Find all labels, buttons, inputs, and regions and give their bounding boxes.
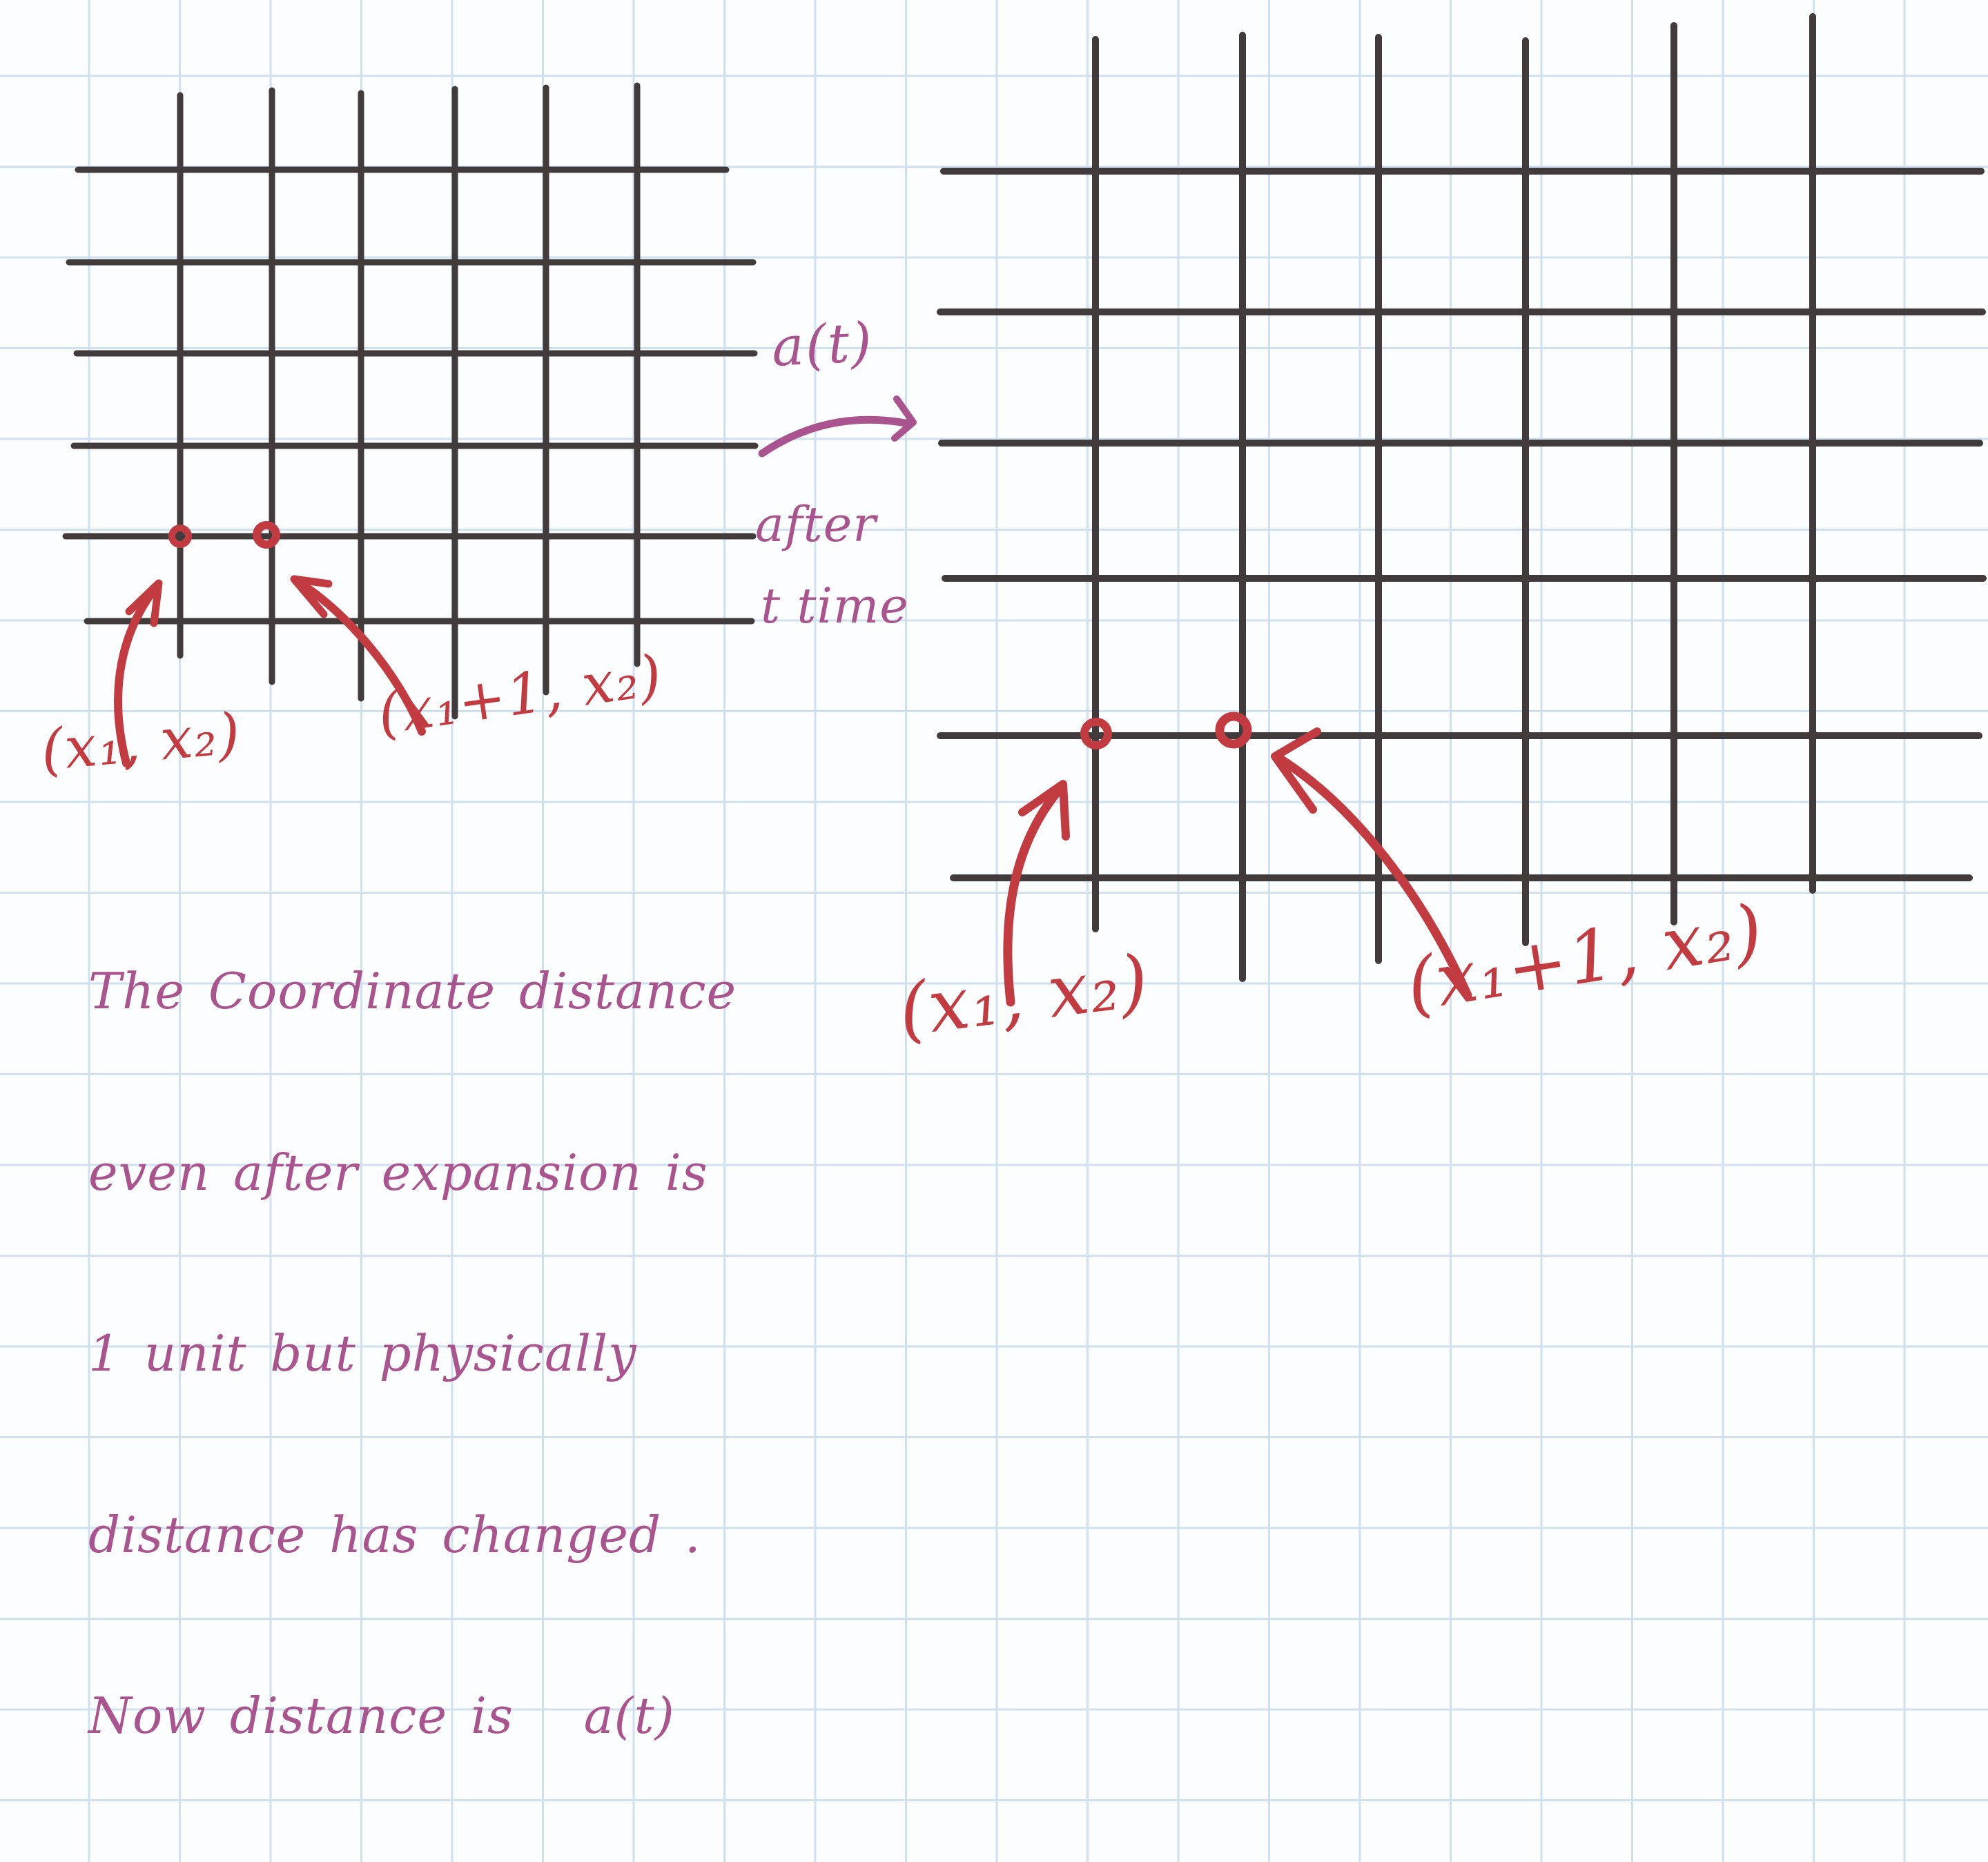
right-arrow-1-head (1018, 780, 1070, 841)
left-point-2-dot (253, 521, 280, 549)
right-point-1-dot (1080, 718, 1112, 749)
expansion-arrow-shaft (758, 415, 910, 458)
ink-layer (62, 13, 1987, 1007)
left-grid (62, 82, 759, 720)
note-line: even after expansion is (88, 1143, 708, 1202)
left-arrow-2-head (290, 575, 333, 618)
note-paragraph: The Coordinate distance even after expan… (88, 846, 737, 1861)
left-arrow-1-shaft (114, 581, 162, 767)
left-arrow-2-shaft (293, 577, 426, 736)
right-point-2-dot (1215, 712, 1252, 749)
scale-factor-label: a(t) (770, 311, 875, 379)
notebook-page: a(t) after t time (x₁, x₂) (x₁+1, x₂) (x… (39, 13, 1987, 1745)
right-arrow-2-shaft (1274, 753, 1472, 1000)
left-arrow-1-head (125, 579, 163, 627)
left-point-1-dot (168, 525, 192, 548)
right-grid (937, 13, 1987, 982)
note-line: The Coordinate distance (88, 962, 737, 1021)
note-line: 1 unit but physically (88, 1324, 637, 1383)
after-label: after (755, 496, 877, 553)
t-time-label: t time (761, 578, 909, 634)
right-arrow-1-shaft (1003, 783, 1066, 1007)
expansion-arrow-head (891, 395, 917, 442)
note-line: Now distance is a(t) (88, 1686, 675, 1745)
note-line: distance has changed . (88, 1505, 701, 1564)
right-arrow-2-head (1271, 727, 1321, 814)
